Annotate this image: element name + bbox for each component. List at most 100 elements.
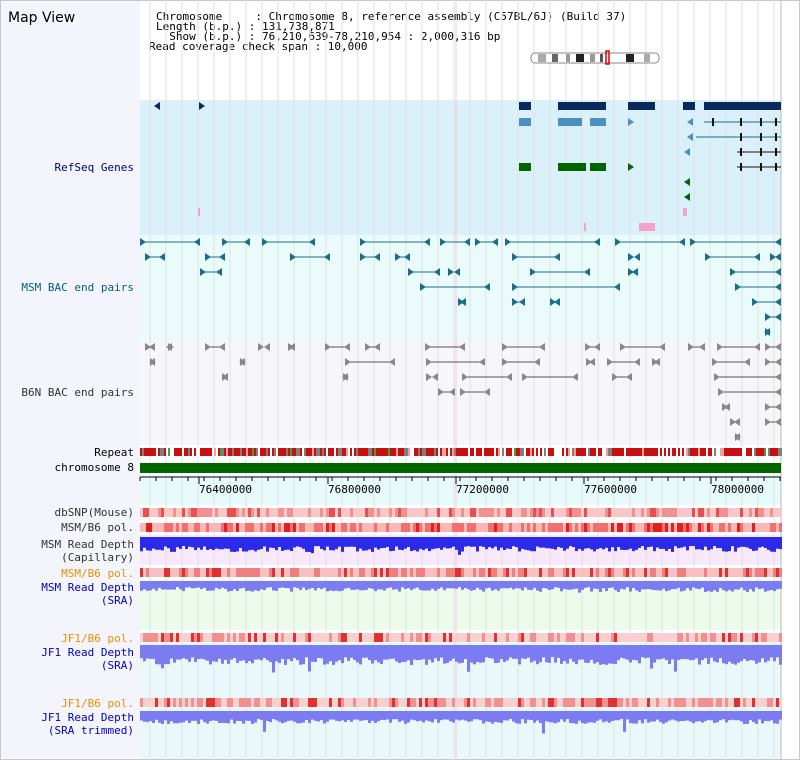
heat-cell	[728, 698, 731, 707]
heat-cell	[623, 633, 626, 642]
label-jf1-b6-pol[interactable]: JF1/B6 pol.	[61, 632, 134, 645]
label-jf1-b6-pol-2[interactable]: JF1/B6 pol.	[61, 697, 134, 710]
repeat-segment	[410, 448, 412, 456]
heat-cell	[719, 568, 722, 577]
depth-bar	[521, 645, 524, 659]
label-refseq-genes[interactable]: RefSeq Genes	[54, 161, 134, 174]
heat-cell	[434, 568, 437, 577]
heat-cell	[689, 523, 692, 532]
depth-bar	[689, 537, 692, 547]
label-dbsnp[interactable]: dbSNP(Mouse)	[54, 506, 134, 519]
depth-bar	[758, 645, 761, 663]
heat-cell	[284, 523, 287, 532]
depth-bar	[329, 581, 332, 591]
depth-bar	[683, 645, 686, 660]
depth-bar	[299, 537, 302, 548]
repeat-segment	[212, 448, 214, 456]
repeat-segment	[142, 448, 144, 456]
repeat-segment	[158, 448, 160, 456]
label-msm-depth-cap[interactable]: MSM Read Depth	[41, 538, 134, 551]
heat-cell	[530, 508, 533, 517]
heat-cell	[461, 508, 464, 517]
depth-bar	[194, 581, 197, 589]
depth-bar	[449, 711, 452, 722]
depth-bar	[479, 537, 482, 547]
repeat-segment	[780, 448, 782, 456]
heat-cell	[434, 523, 437, 532]
heat-cell	[215, 633, 218, 642]
heat-cell	[266, 568, 269, 577]
label-jf1-depth-trim[interactable]: JF1 Read Depth	[41, 711, 134, 724]
depth-bar	[260, 537, 263, 549]
depth-bar	[410, 711, 413, 720]
depth-bar	[737, 537, 740, 548]
heat-cell	[206, 523, 209, 532]
depth-bar	[536, 537, 539, 547]
heat-cell	[239, 568, 242, 577]
heat-cell	[602, 698, 605, 707]
depth-bar	[254, 537, 257, 552]
repeat-segment	[636, 448, 638, 456]
depth-bar	[686, 645, 689, 660]
bac-end-arrow	[149, 358, 155, 366]
depth-bar	[344, 537, 347, 547]
heat-cell	[245, 523, 248, 532]
repeat-segment	[566, 448, 568, 456]
bac-end-arrow	[166, 343, 172, 351]
label-msm-b6-pol[interactable]: MSM/B6 pol.	[61, 521, 134, 534]
label-b6n-bac[interactable]: B6N BAC end pairs	[21, 386, 134, 399]
label-msm-b6-pol-2[interactable]: MSM/B6 pol.	[61, 567, 134, 580]
depth-bar	[386, 537, 389, 547]
heat-cell	[551, 698, 554, 707]
heat-cell	[434, 508, 437, 517]
depth-bar	[425, 581, 428, 591]
heat-cell	[602, 633, 605, 642]
heat-cell	[269, 508, 272, 517]
heat-cell	[707, 568, 710, 577]
depth-bar	[740, 645, 743, 662]
bac-end-arrow	[395, 253, 401, 261]
heat-cell	[608, 568, 611, 577]
repeat-segment	[488, 448, 490, 456]
heat-cell	[308, 523, 311, 532]
depth-bar	[329, 537, 332, 551]
depth-bar	[320, 645, 323, 659]
heat-cell	[518, 508, 521, 517]
label-jf1-depth-sra[interactable]: JF1 Read Depth	[41, 646, 134, 659]
label-msm-bac[interactable]: MSM BAC end pairs	[21, 281, 134, 294]
heat-cell	[164, 633, 167, 642]
heat-cell	[470, 568, 473, 577]
depth-bar	[371, 711, 374, 721]
heat-cell	[353, 568, 356, 577]
depth-bar	[284, 711, 287, 723]
heat-cell	[359, 633, 362, 642]
label-msm-depth-sra[interactable]: MSM Read Depth	[41, 581, 134, 594]
depth-bar	[242, 581, 245, 588]
depth-bar	[656, 645, 659, 660]
heat-cell	[485, 508, 488, 517]
repeat-segment	[140, 448, 142, 456]
heat-cell	[539, 698, 542, 707]
depth-bar	[665, 711, 668, 723]
repeat-segment	[402, 448, 404, 456]
depth-bar	[320, 537, 323, 549]
depth-bar	[269, 645, 272, 663]
depth-bar	[770, 645, 773, 658]
depth-bar	[545, 581, 548, 589]
heat-cell	[518, 568, 521, 577]
repeat-segment	[668, 448, 670, 456]
depth-bar	[746, 537, 749, 548]
repeat-segment	[176, 448, 178, 456]
depth-bar	[206, 645, 209, 661]
bac-end-arrow	[775, 403, 781, 411]
bac-end-arrow	[519, 298, 525, 306]
heat-cell	[737, 568, 740, 577]
depth-bar	[749, 581, 752, 590]
depth-bar	[320, 581, 323, 590]
heat-cell	[488, 633, 491, 642]
heat-cell	[512, 523, 515, 532]
depth-bar	[734, 581, 737, 590]
heat-cell	[584, 508, 587, 517]
heat-cell	[173, 523, 176, 532]
